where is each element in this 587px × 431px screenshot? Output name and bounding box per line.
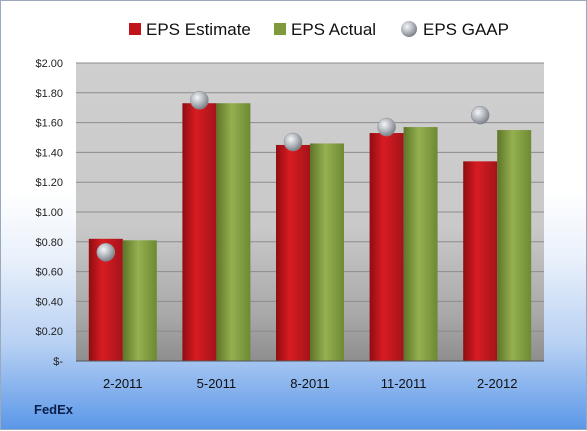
legend-label-eps-gaap: EPS GAAP [423,20,509,39]
eps-gaap-marker [96,242,116,262]
eps-actual-bar [122,240,157,361]
eps-estimate-bar [182,103,217,361]
y-tick-label: $- [53,356,63,368]
x-axis-ticks: 2-2011 5-2011 8-2011 11-2011 2-2012 [103,376,517,391]
eps-gaap-marker [190,91,209,110]
y-tick-label: $0.20 [35,326,63,338]
y-tick-label: $0.80 [35,237,63,249]
eps-estimate-bar [369,133,404,361]
legend-label-eps-actual: EPS Actual [291,20,376,39]
legend-swatch-eps-estimate [129,23,141,35]
bars [88,103,532,361]
gaap-markers [96,91,490,262]
legend-item-eps-gaap: EPS GAAP [401,20,509,39]
company-name: FedEx [34,402,74,417]
x-tick-label: 11-2011 [381,376,427,391]
y-tick-label: $1.40 [35,147,63,159]
eps-actual-bar [403,127,438,361]
y-tick-label: $0.40 [35,296,63,308]
legend-label-eps-estimate: EPS Estimate [146,20,251,39]
eps-gaap-marker [377,117,396,137]
legend-swatch-eps-actual [274,23,286,35]
eps-gaap-marker [283,132,303,152]
legend: EPS Estimate EPS Actual EPS GAAP [129,20,509,39]
y-tick-label: $1.20 [35,177,63,189]
eps-estimate-bar [276,144,310,361]
legend-marker-eps-gaap [401,21,417,37]
y-axis-ticks: $2.00 $1.80 $1.60 $1.40 $1.20 $1.00 $0.80 $0.60… [35,58,63,368]
y-tick-label: $0.60 [35,267,63,279]
eps-gaap-marker [470,105,490,125]
y-tick-label: $1.80 [35,88,63,100]
eps-actual-bar [310,143,344,361]
x-tick-label: 2-2011 [103,376,143,391]
y-tick-label: $2.00 [35,58,63,70]
y-tick-label: $1.60 [35,118,63,130]
eps-actual-bar [497,130,532,361]
legend-item-eps-estimate: EPS Estimate [129,20,251,39]
y-tick-label: $1.00 [35,207,63,219]
eps-estimate-bar [463,161,498,361]
x-tick-label: 5-2011 [197,376,237,391]
legend-item-eps-actual: EPS Actual [274,20,376,39]
eps-actual-bar [216,103,251,361]
x-tick-label: 2-2012 [477,376,517,391]
x-tick-label: 8-2011 [290,376,330,391]
